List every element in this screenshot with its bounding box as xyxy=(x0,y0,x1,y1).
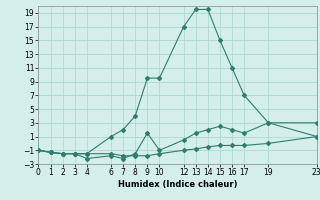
X-axis label: Humidex (Indice chaleur): Humidex (Indice chaleur) xyxy=(118,180,237,189)
